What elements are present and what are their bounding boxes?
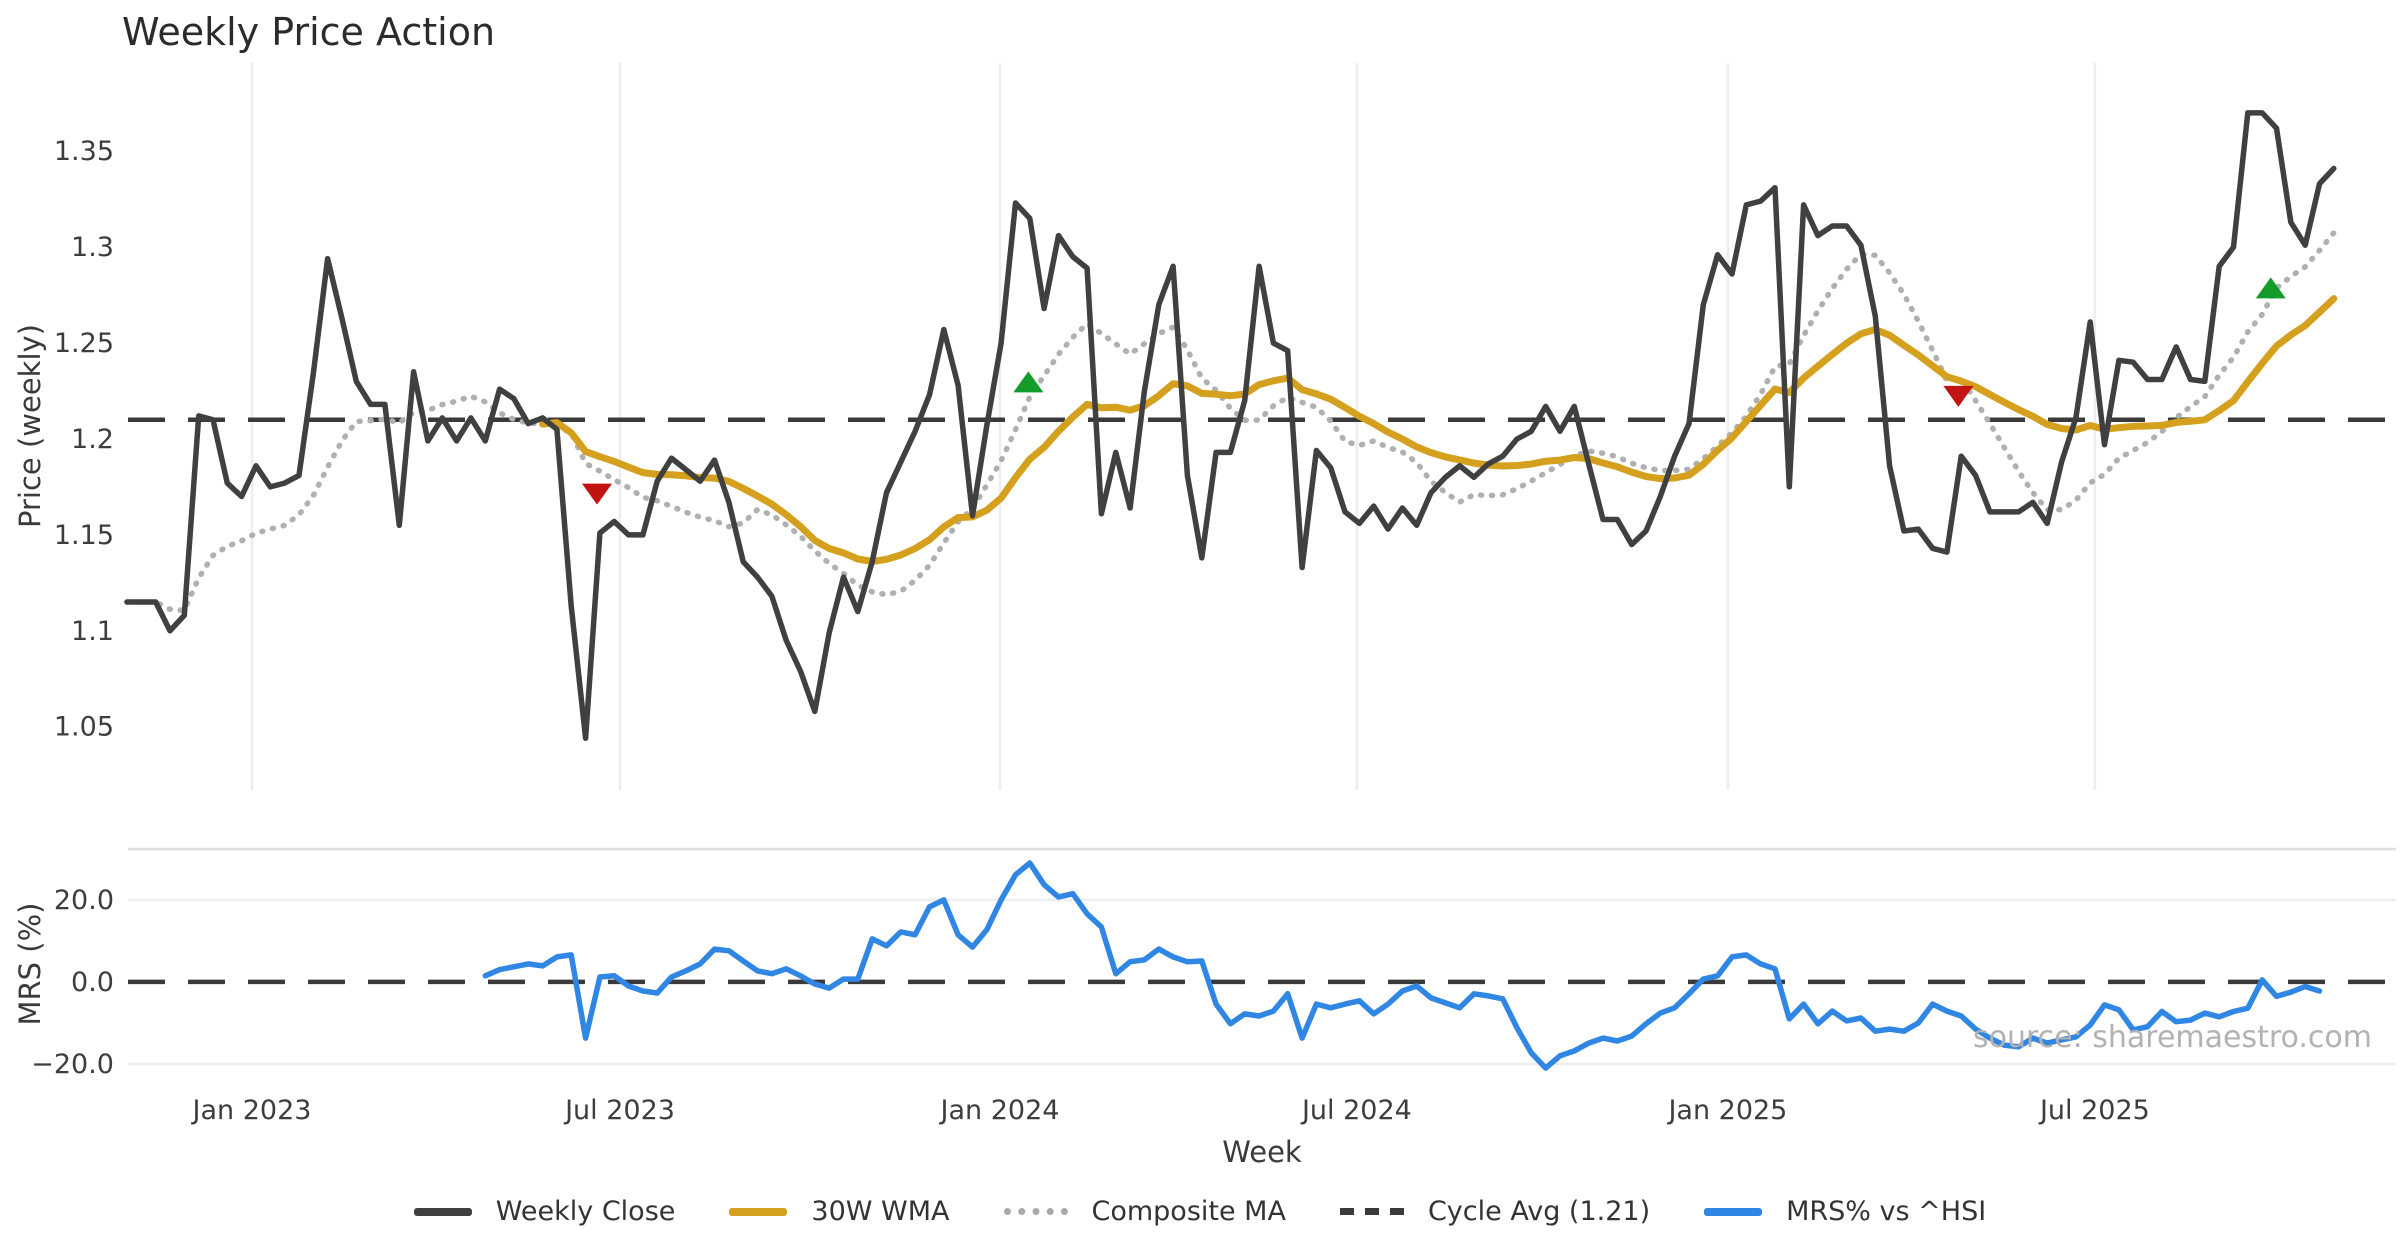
xtick-labels: Jan 2023 Jul 2023 Jan 2024 Jul 2024 Jan 2025… <box>191 1095 2150 1126</box>
signal-markers <box>582 277 2286 505</box>
sell-marker-icon <box>582 483 613 505</box>
legend-item-30w-wma: 30W WMA <box>729 1196 950 1227</box>
weekly-close-line <box>124 110 2337 741</box>
xtick-label: Jul 2023 <box>563 1095 675 1126</box>
mrs-ytick-labels: −20.0 0.0 20.0 <box>31 885 114 1080</box>
legend-item-cycle-avg: Cycle Avg (1.21) <box>1339 1196 1651 1227</box>
cycle-avg-swatch-icon <box>1339 1208 1404 1215</box>
mrs-gridlines <box>128 847 2396 1066</box>
xtick-label: Jul 2024 <box>1300 1095 1412 1126</box>
price-ytick-labels: 1.05 1.1 1.15 1.2 1.25 1.3 1.35 <box>54 136 114 743</box>
price-ytick-label: 1.15 <box>54 520 114 551</box>
price-ytick-label: 1.05 <box>54 712 114 743</box>
price-ytick-label: 1.2 <box>71 424 114 455</box>
price-ytick-label: 1.1 <box>71 616 114 647</box>
legend-label: Weekly Close <box>495 1196 676 1227</box>
mrs-line <box>482 860 2323 1071</box>
legend-label: 30W WMA <box>811 1196 950 1227</box>
legend-label: Cycle Avg (1.21) <box>1427 1196 1651 1227</box>
x-axis-title: Week <box>1222 1135 1302 1169</box>
sell-marker-icon <box>1943 385 1974 407</box>
wma-swatch-icon <box>729 1207 788 1216</box>
legend-item-mrs: MRS% vs ^HSI <box>1704 1196 1986 1227</box>
mrs-ytick-label: −20.0 <box>31 1049 114 1080</box>
price-axis-label: Price (weekly) <box>13 323 47 529</box>
xtick-label: Jul 2025 <box>2038 1095 2150 1126</box>
price-ytick-label: 1.3 <box>71 232 114 263</box>
chart-legend: Weekly Close 30W WMA Composite MA Cycle … <box>0 1196 2400 1227</box>
price-ytick-label: 1.25 <box>54 328 114 359</box>
composite-ma-swatch-icon <box>1003 1208 1068 1215</box>
weekly-close-swatch-icon <box>413 1207 472 1216</box>
mrs-axis-label: MRS (%) <box>13 902 47 1026</box>
mrs-ytick-label: 20.0 <box>54 885 114 916</box>
legend-item-weekly-close: Weekly Close <box>413 1196 676 1227</box>
legend-label: Composite MA <box>1091 1196 1286 1227</box>
mrs-ytick-label: 0.0 <box>71 967 114 998</box>
xtick-label: Jan 2023 <box>191 1095 312 1126</box>
legend-label: MRS% vs ^HSI <box>1786 1196 1987 1227</box>
source-watermark: source: sharemaestro.com <box>1973 1020 2372 1055</box>
xtick-label: Jan 2024 <box>939 1095 1060 1126</box>
buy-marker-icon <box>1013 371 1044 393</box>
price-ytick-label: 1.35 <box>54 136 114 167</box>
xtick-label: Jan 2025 <box>1666 1095 1787 1126</box>
price-gridlines <box>250 63 2097 790</box>
mrs-swatch-icon <box>1704 1207 1763 1216</box>
wma-line <box>539 295 2338 565</box>
buy-marker-icon <box>2255 277 2286 299</box>
chart-title: Weekly Price Action <box>122 10 496 54</box>
legend-item-composite-ma: Composite MA <box>1003 1196 1286 1227</box>
